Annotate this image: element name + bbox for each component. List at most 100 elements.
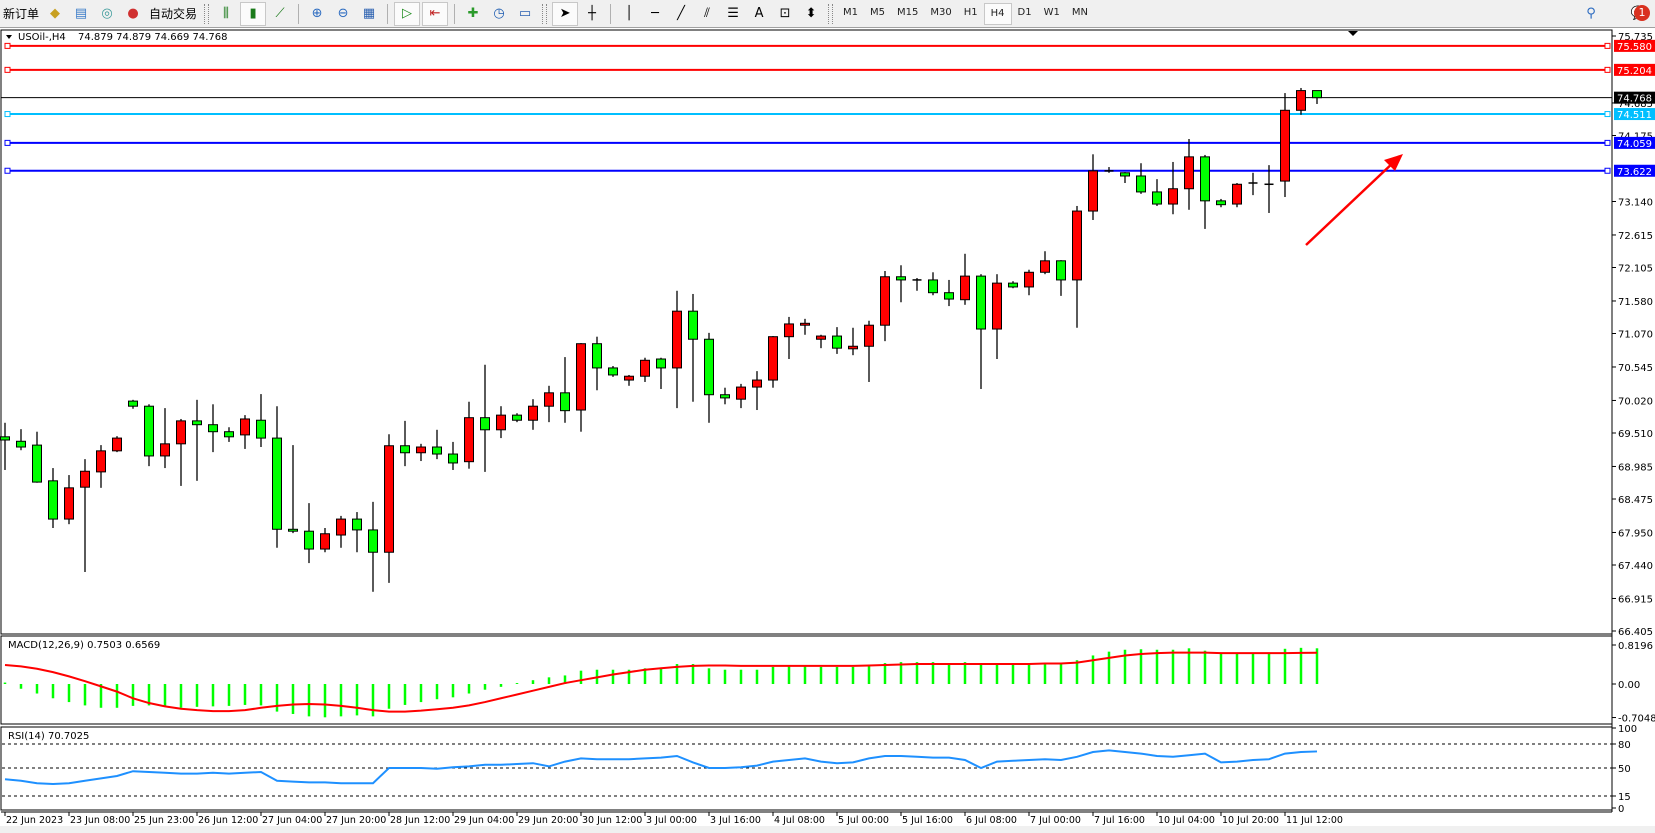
candle-body: [672, 310, 682, 369]
zoom-in-icon[interactable]: ⊕: [311, 6, 323, 21]
zoom-out-icon[interactable]: ⊖: [337, 6, 349, 21]
annotation-arrow-shaft[interactable]: [1305, 159, 1397, 246]
macd-signal-line: [4, 651, 1318, 713]
price-label: 75.204: [1617, 66, 1652, 77]
line-anchor-right[interactable]: [1604, 111, 1611, 118]
candle-body: [128, 400, 138, 407]
time-label: 29 Jun 04:00: [454, 815, 514, 826]
trendline-icon[interactable]: ╱: [677, 6, 685, 21]
line-anchor-right[interactable]: [1604, 42, 1611, 49]
price-label-box: [1614, 108, 1655, 121]
text-icon[interactable]: A: [754, 6, 764, 21]
vertical-line-icon[interactable]: │: [625, 6, 633, 21]
auto-trading-icon[interactable]: ●: [127, 6, 139, 21]
annotation-arrow-head-icon[interactable]: [1384, 154, 1403, 171]
candle-body: [800, 322, 810, 326]
candle-body: [1024, 271, 1034, 288]
candle-body: [960, 275, 970, 301]
candle-body: [16, 440, 26, 448]
candle-body: [768, 336, 778, 381]
time-label: 10 Jul 04:00: [1158, 815, 1215, 826]
equidistant-channel-icon[interactable]: ⫽: [704, 6, 710, 21]
signals-icon[interactable]: ◎: [101, 6, 113, 21]
price-label: 75.580: [1617, 42, 1652, 53]
arrows-icon[interactable]: ⬍: [805, 6, 817, 21]
timeframe-w1[interactable]: W1: [1043, 7, 1060, 18]
candle-body: [80, 470, 90, 488]
time-label: 28 Jun 12:00: [390, 815, 450, 826]
time-label: 3 Jul 16:00: [710, 815, 761, 826]
line-anchor-left[interactable]: [4, 42, 11, 49]
timeframe-d1[interactable]: D1: [1017, 7, 1032, 18]
time-label: 4 Jul 08:00: [774, 815, 825, 826]
line-anchor-left[interactable]: [4, 111, 11, 118]
candle-body: [464, 417, 474, 463]
candle-body: [784, 323, 794, 338]
new-order-button[interactable]: 新订单: [3, 7, 40, 21]
price-label-box: [1614, 136, 1655, 149]
indicators-icon[interactable]: ✚: [467, 6, 479, 21]
timeframe-h1[interactable]: H1: [963, 7, 978, 18]
price-tick-label: 71.580: [1618, 297, 1653, 308]
time-label: 27 Jun 04:00: [262, 815, 322, 826]
timeframe-m1[interactable]: M1: [843, 7, 859, 18]
candle-body: [512, 414, 522, 421]
price-tick-label: 66.405: [1618, 627, 1653, 638]
toolbar-grip[interactable]: [204, 3, 210, 24]
timeframe-m5[interactable]: M5: [870, 7, 886, 18]
collapse-triangle-icon[interactable]: [6, 35, 12, 39]
candle-body: [1168, 188, 1178, 205]
candle-body: [576, 343, 586, 411]
crosshair-icon[interactable]: ┼: [588, 6, 596, 21]
market-watch-icon[interactable]: ◆: [50, 6, 61, 21]
timeframe-mn[interactable]: MN: [1071, 7, 1088, 18]
line-anchor-left[interactable]: [4, 139, 11, 146]
auto-trading-button[interactable]: 自动交易: [149, 7, 198, 21]
candle-body: [1040, 260, 1050, 273]
periods-icon[interactable]: ◷: [493, 6, 505, 21]
candle-body: [48, 480, 58, 520]
timeframe-m30[interactable]: M30: [930, 7, 952, 18]
candlestick-icon[interactable]: ▮: [240, 1, 267, 26]
cursor-icon[interactable]: ➤: [552, 1, 579, 26]
line-anchor-right[interactable]: [1604, 139, 1611, 146]
timeframe-h4[interactable]: H4: [983, 2, 1012, 25]
fibonacci-icon[interactable]: ☰: [727, 6, 739, 21]
line-chart-icon[interactable]: ⟋: [275, 6, 285, 21]
macd-tick-label: 0.8196: [1618, 641, 1653, 652]
bar-chart-icon[interactable]: ⫼: [223, 6, 230, 21]
price-label-box: [1614, 63, 1655, 76]
horizontal-line-icon[interactable]: ─: [651, 6, 659, 21]
time-label: 11 Jul 12:00: [1286, 815, 1343, 826]
line-anchor-right[interactable]: [1604, 167, 1611, 174]
candle-body: [1200, 156, 1210, 202]
auto-scroll-icon[interactable]: ▷: [394, 1, 421, 26]
line-anchor-left[interactable]: [4, 167, 11, 174]
rsi-label: RSI(14) 70.7025: [8, 731, 89, 742]
notification-icon[interactable]: 💬1: [1624, 3, 1654, 25]
text-label-icon[interactable]: ⊡: [779, 6, 791, 21]
candle-body: [704, 338, 714, 396]
line-anchor-left[interactable]: [4, 66, 11, 73]
chart-shift-icon[interactable]: ⇤: [422, 1, 449, 26]
candle-body: [1152, 191, 1162, 205]
templates-icon[interactable]: ▭: [518, 6, 532, 21]
candle-body: [832, 335, 842, 349]
tile-windows-icon[interactable]: ▦: [362, 6, 376, 21]
candle-body: [1312, 90, 1322, 99]
candle-body: [336, 518, 346, 536]
candle-body: [608, 367, 618, 376]
toolbar-grip[interactable]: [542, 3, 548, 24]
current-price-box: [1614, 91, 1655, 104]
chart-shift-marker-icon[interactable]: [1348, 31, 1358, 36]
notification-badge: 1: [1634, 4, 1650, 21]
candle-body: [944, 292, 954, 300]
candle-body: [448, 453, 458, 464]
search-icon[interactable]: ⚲: [1586, 6, 1596, 21]
toolbar-grip[interactable]: [828, 3, 834, 24]
line-anchor-right[interactable]: [1604, 66, 1611, 73]
navigator-icon[interactable]: ▤: [74, 6, 88, 21]
timeframe-m15[interactable]: M15: [897, 7, 919, 18]
candle-body: [224, 431, 234, 438]
